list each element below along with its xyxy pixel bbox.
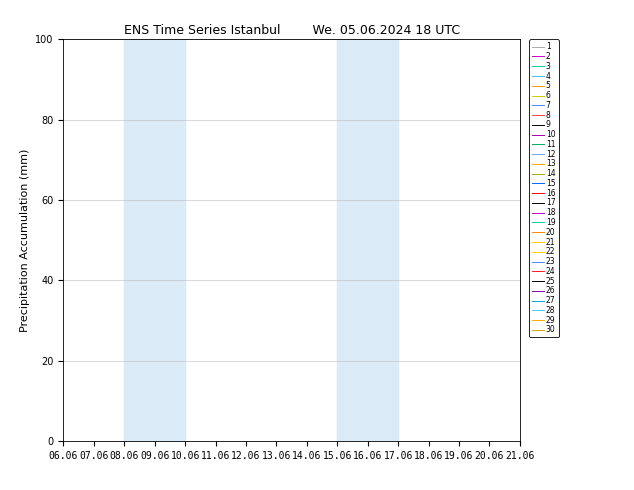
Bar xyxy=(337,39,398,441)
Bar xyxy=(124,39,185,441)
Y-axis label: Precipitation Accumulation (mm): Precipitation Accumulation (mm) xyxy=(20,148,30,332)
Legend: 1, 2, 3, 4, 5, 6, 7, 8, 9, 10, 11, 12, 13, 14, 15, 16, 17, 18, 19, 20, 21, 22, 2: 1, 2, 3, 4, 5, 6, 7, 8, 9, 10, 11, 12, 1… xyxy=(529,39,559,338)
Title: ENS Time Series Istanbul        We. 05.06.2024 18 UTC: ENS Time Series Istanbul We. 05.06.2024 … xyxy=(124,24,460,37)
